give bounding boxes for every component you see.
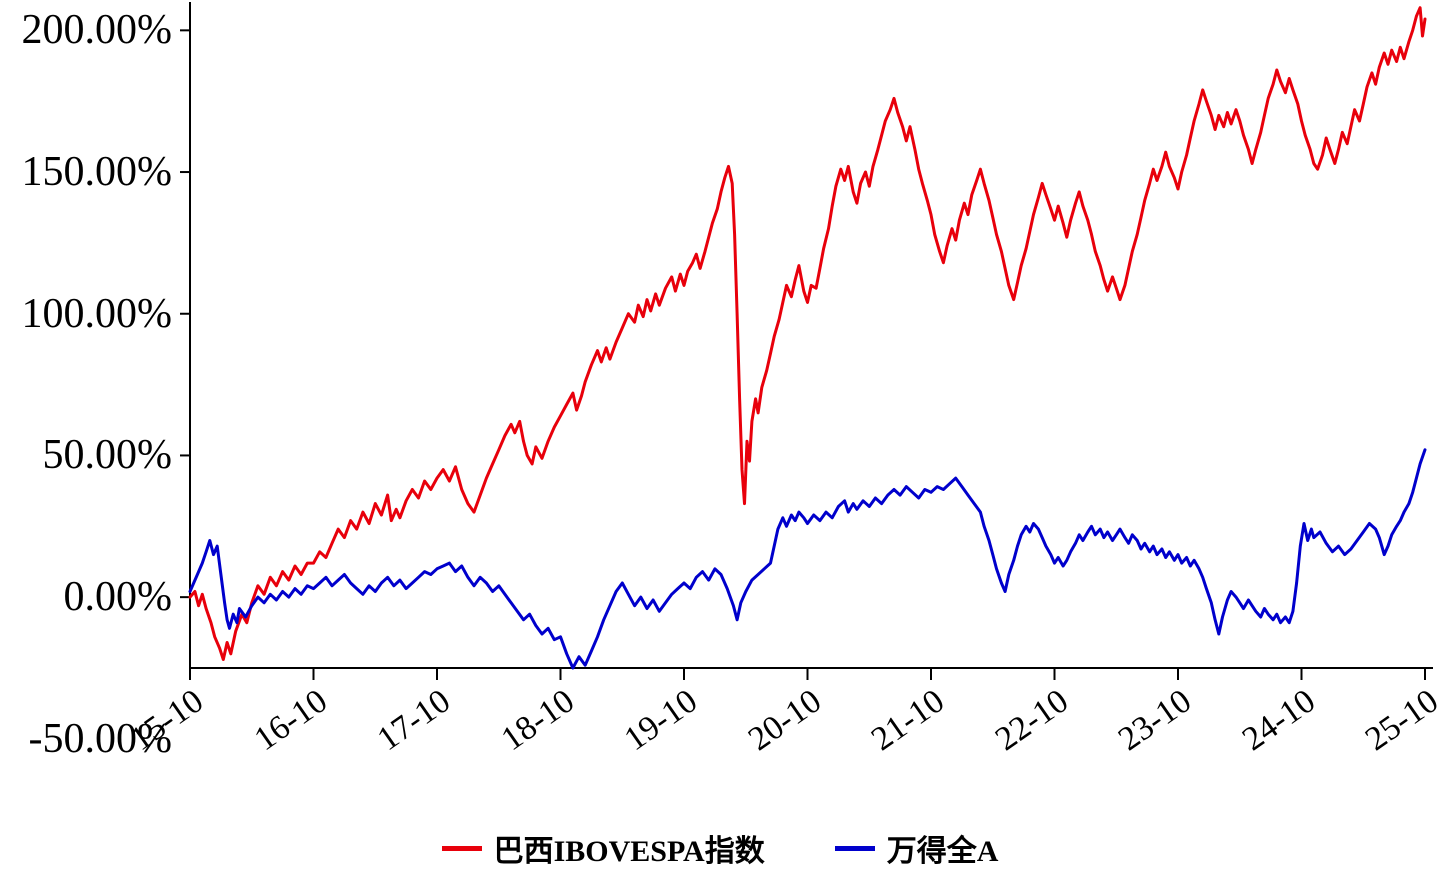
series-line-2 [188,448,1427,670]
y-tick-label: 50.00% [42,432,173,479]
legend-label-wind-all-a: 万得全A [886,835,999,868]
legend-line-sample-red [441,845,482,851]
series-line-1 [188,6,1427,661]
y-tick-label: 150.00% [21,149,173,196]
chart-legend: 巴西IBOVESPA指数 万得全A [0,826,1440,870]
y-tick-label: 0.00% [63,574,173,621]
legend-label-ibovespa: 巴西IBOVESPA指数 [493,835,765,868]
y-tick-label: -50.00% [28,715,172,762]
legend-item-ibovespa: 巴西IBOVESPA指数 [441,826,765,870]
legend-line-sample-blue [834,845,875,851]
legend-item-wind-all-a: 万得全A [834,826,999,870]
y-tick-label: 200.00% [21,7,173,54]
y-tick-label: 100.00% [21,290,173,337]
